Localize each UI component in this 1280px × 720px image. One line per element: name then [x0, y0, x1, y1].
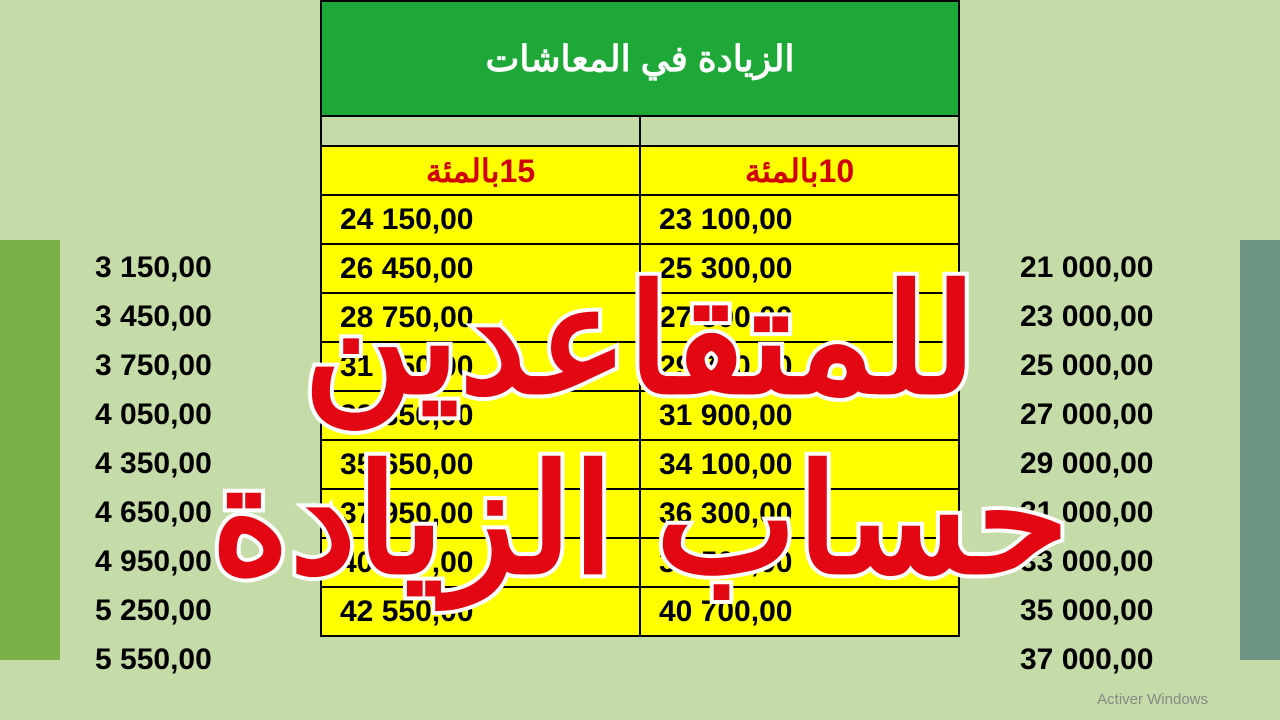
- cell-10: 25 300,00: [640, 244, 959, 293]
- right-value: 29 000,00: [1020, 439, 1230, 488]
- right-value: 27 000,00: [1020, 390, 1230, 439]
- cell-10: 23 100,00: [640, 195, 959, 244]
- table-row: 26 450,0025 300,00: [321, 244, 959, 293]
- cell-10: 34 100,00: [640, 440, 959, 489]
- cell-15: 37 950,00: [321, 489, 640, 538]
- table-row: 37 950,0036 300,00: [321, 489, 959, 538]
- table-gap-row: [321, 116, 959, 146]
- table-title: الزيادة في المعاشات: [321, 1, 959, 116]
- cell-15: 26 450,00: [321, 244, 640, 293]
- right-value: 37 000,00: [1020, 635, 1230, 684]
- table-row: 42 550,0040 700,00: [321, 587, 959, 636]
- cell-15: 31 050,00: [321, 342, 640, 391]
- cell-10: 38 500,00: [640, 538, 959, 587]
- table-title-row: الزيادة في المعاشات: [321, 1, 959, 116]
- header-10pct: 10بالمئة: [640, 146, 959, 195]
- table-row: 31 050,0029 700,00: [321, 342, 959, 391]
- cell-10: 29 700,00: [640, 342, 959, 391]
- left-value: 4 650,00: [95, 488, 285, 537]
- cell-15: 24 150,00: [321, 195, 640, 244]
- cell-10: 27 500,00: [640, 293, 959, 342]
- right-value: 35 000,00: [1020, 586, 1230, 635]
- left-value: 5 550,00: [95, 635, 285, 684]
- left-value-column: 3 150,00 3 450,00 3 750,00 4 050,00 4 35…: [95, 243, 285, 684]
- cell-15: 35 650,00: [321, 440, 640, 489]
- cell-15: 28 750,00: [321, 293, 640, 342]
- right-value: 23 000,00: [1020, 292, 1230, 341]
- left-value: 3 450,00: [95, 292, 285, 341]
- right-value: 21 000,00: [1020, 243, 1230, 292]
- right-accent-box: [1240, 240, 1280, 660]
- left-value: 4 350,00: [95, 439, 285, 488]
- cell-15: 40 250,00: [321, 538, 640, 587]
- right-value: 25 000,00: [1020, 341, 1230, 390]
- cell-15: 33 350,00: [321, 391, 640, 440]
- table-row: 40 250,0038 500,00: [321, 538, 959, 587]
- pension-increase-table: الزيادة في المعاشات 15بالمئة 10بالمئة 24…: [320, 0, 960, 637]
- left-value: 3 150,00: [95, 243, 285, 292]
- right-value: 31 000,00: [1020, 488, 1230, 537]
- table-row: 33 350,0031 900,00: [321, 391, 959, 440]
- table-row: 35 650,0034 100,00: [321, 440, 959, 489]
- table-row: 24 150,0023 100,00: [321, 195, 959, 244]
- cell-15: 42 550,00: [321, 587, 640, 636]
- left-value: 4 050,00: [95, 390, 285, 439]
- cell-10: 40 700,00: [640, 587, 959, 636]
- header-15pct: 15بالمئة: [321, 146, 640, 195]
- cell-10: 31 900,00: [640, 391, 959, 440]
- table-row: 28 750,0027 500,00: [321, 293, 959, 342]
- cell-10: 36 300,00: [640, 489, 959, 538]
- windows-activate-watermark: Activer Windows: [1097, 691, 1208, 708]
- left-value: 4 950,00: [95, 537, 285, 586]
- table-header-row: 15بالمئة 10بالمئة: [321, 146, 959, 195]
- left-accent-box: [0, 240, 60, 660]
- left-value: 3 750,00: [95, 341, 285, 390]
- right-value: 33 000,00: [1020, 537, 1230, 586]
- left-value: 5 250,00: [95, 586, 285, 635]
- right-value-column: 21 000,00 23 000,00 25 000,00 27 000,00 …: [1020, 243, 1230, 684]
